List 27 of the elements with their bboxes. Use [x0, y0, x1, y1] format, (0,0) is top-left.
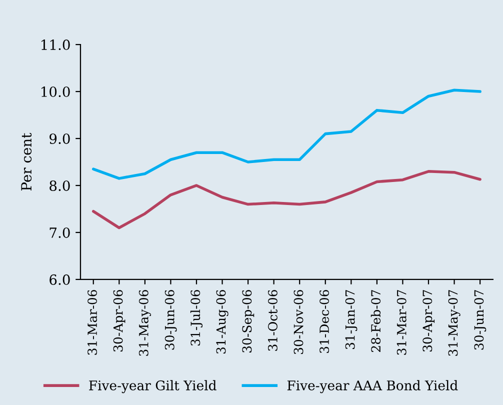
x-tick-label: 31-Mar-07: [396, 290, 406, 355]
y-tick-label: 7.0: [50, 227, 70, 238]
x-tick-label: 31-May-06: [138, 290, 151, 356]
x-tick-label: 30-Jun-06: [164, 290, 177, 350]
x-tick-label: 30-Jun-07: [474, 290, 486, 350]
x-tick-label: 31-Jul-06: [190, 290, 203, 346]
x-tick-label: 31-Aug-06: [216, 290, 228, 354]
x-tick-label: 31-Dec-06: [320, 290, 330, 353]
x-tick-label: 30-Sep-06: [242, 290, 254, 352]
x-tick-label: 30-Apr-07: [422, 290, 435, 352]
legend-label: Five-year AAA Bond Yield: [287, 380, 458, 394]
y-tick-label: 6.0: [50, 274, 70, 285]
y-tick-label: 9.0: [50, 133, 70, 144]
x-tick-label: 30-Apr-06: [113, 290, 126, 352]
legend-label: Five-year Gilt Yield: [89, 380, 216, 394]
x-tick-label: 31-Jan-07: [345, 290, 358, 349]
x-tick-label: 30-Nov-06: [294, 290, 304, 354]
y-tick-label: 11.0: [42, 40, 70, 50]
line-series: [92, 88, 482, 180]
y-axis-title: Per cent: [21, 132, 32, 190]
x-tick-label: 31-Mar-06: [88, 290, 97, 355]
line-series: [92, 170, 482, 230]
x-tick-label: 28-Feb-07: [370, 290, 381, 352]
x-tick-label: 31-Oct-06: [268, 290, 278, 351]
y-tick-label: 10.0: [42, 86, 70, 98]
y-tick-label: 8.0: [50, 180, 70, 191]
x-tick-label: 31-May-07: [448, 290, 460, 356]
